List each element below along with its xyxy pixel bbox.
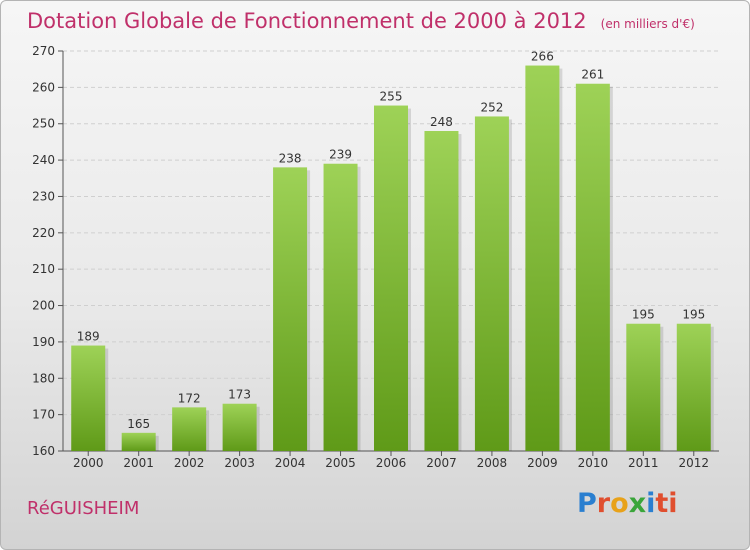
bar — [626, 323, 661, 451]
bar — [71, 345, 106, 451]
data-label: 252 — [480, 100, 503, 114]
data-label: 195 — [632, 308, 655, 322]
x-tick-label: 2006 — [376, 456, 407, 470]
bar — [424, 131, 459, 451]
logo-letter: ti — [655, 488, 678, 519]
data-label: 172 — [178, 391, 201, 405]
bar — [222, 403, 257, 451]
commune-name: RéGUISHEIM — [27, 498, 140, 519]
logo-letter: x — [628, 488, 647, 519]
x-tick-label: 2000 — [73, 456, 104, 470]
x-tick-label: 2012 — [678, 456, 709, 470]
x-tick-label: 2005 — [325, 456, 356, 470]
proxiti-logo: Proxiti — [577, 488, 678, 519]
x-tick-label: 2001 — [123, 456, 154, 470]
y-tick-label: 160 — [32, 444, 55, 458]
logo-letter: P — [577, 488, 597, 519]
data-label: 261 — [581, 68, 604, 82]
data-label: 189 — [77, 330, 100, 344]
x-tick-label: 2002 — [174, 456, 205, 470]
data-label: 173 — [228, 388, 251, 402]
logo-letter: r — [596, 488, 611, 519]
y-tick-label: 180 — [32, 371, 55, 385]
y-tick-label: 260 — [32, 80, 55, 94]
bar — [172, 407, 207, 451]
chart-title: Dotation Globale de Fonctionnement de 20… — [27, 9, 695, 33]
data-label: 239 — [329, 148, 352, 162]
x-tick-label: 2010 — [578, 456, 609, 470]
data-label: 248 — [430, 115, 453, 129]
y-tick-label: 250 — [32, 117, 55, 131]
unit-label: (en milliers d'€) — [600, 17, 695, 31]
x-tick-label: 2009 — [527, 456, 558, 470]
data-label: 195 — [682, 308, 705, 322]
y-tick-label: 230 — [32, 189, 55, 203]
title-text: Dotation Globale de Fonctionnement de 20… — [27, 9, 587, 33]
logo-letter: i — [646, 488, 656, 519]
bar-chart: 160 170 180 190 200 210 220 230 240 250 260 270 189 2… — [32, 44, 719, 470]
x-tick-label: 2004 — [275, 456, 306, 470]
bar — [273, 167, 308, 451]
bar — [374, 105, 408, 451]
y-tick-label: 220 — [32, 226, 55, 240]
data-label: 165 — [127, 417, 150, 431]
x-tick-label: 2003 — [224, 456, 255, 470]
x-tick-label: 2008 — [477, 456, 508, 470]
bar — [323, 163, 358, 451]
data-label: 266 — [531, 50, 554, 64]
bar — [525, 65, 560, 451]
bar — [676, 323, 711, 451]
bar — [575, 83, 610, 452]
x-tick-label: 2011 — [628, 456, 659, 470]
bar — [474, 116, 509, 452]
y-tick-label: 270 — [32, 44, 55, 58]
y-tick-label: 170 — [32, 408, 55, 422]
logo-letter: o — [610, 488, 629, 519]
y-tick-label: 200 — [32, 299, 55, 313]
y-tick-label: 210 — [32, 262, 55, 276]
data-label: 255 — [380, 90, 403, 104]
y-tick-label: 240 — [32, 153, 55, 167]
x-tick-label: 2007 — [426, 456, 457, 470]
bar — [121, 432, 156, 451]
y-tick-label: 190 — [32, 335, 55, 349]
data-label: 238 — [279, 151, 302, 165]
